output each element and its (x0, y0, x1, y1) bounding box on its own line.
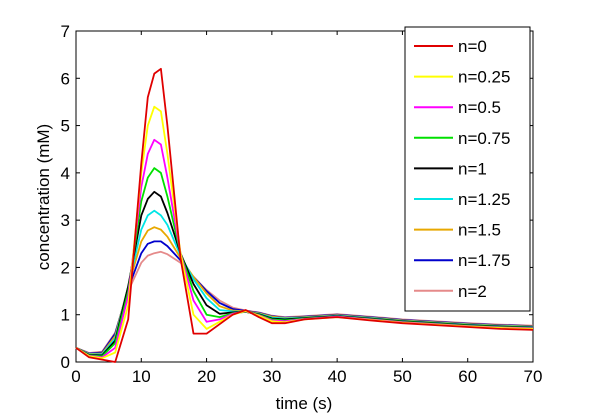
y-tick-label: 4 (61, 164, 70, 183)
legend-label-5: n=1.25 (458, 190, 510, 209)
x-tick-label: 20 (197, 367, 216, 386)
legend-label-8: n=2 (458, 282, 487, 301)
y-tick-label: 1 (61, 306, 70, 325)
y-axis-label: concentration (mM) (34, 124, 53, 270)
x-tick-label: 70 (524, 367, 543, 386)
legend-label-2: n=0.5 (458, 98, 501, 117)
x-axis-label: time (s) (276, 394, 333, 413)
y-tick-label: 0 (61, 353, 70, 372)
y-tick-label: 5 (61, 117, 70, 136)
x-tick-label: 0 (71, 367, 80, 386)
y-tick-label: 3 (61, 211, 70, 230)
axes: 0 10 20 30 40 50 60 70 0 1 2 3 4 5 6 7 (61, 22, 543, 386)
y-tick-label: 2 (61, 258, 70, 277)
legend-label-3: n=0.75 (458, 129, 510, 148)
x-tick-label: 50 (393, 367, 412, 386)
x-tick-label: 10 (132, 367, 151, 386)
y-tick-label: 7 (61, 22, 70, 41)
legend-label-6: n=1.5 (458, 221, 501, 240)
x-tick-label: 60 (458, 367, 477, 386)
legend-label-0: n=0 (458, 37, 487, 56)
x-tick-label: 40 (328, 367, 347, 386)
series-line-0 (75, 67, 534, 363)
legend: n=0 n=0.25 n=0.5 n=0.75 n=1 n=1.25 n=1.5 n=1.75… (404, 26, 531, 312)
series-layer (75, 67, 534, 363)
legend-label-7: n=1.75 (458, 251, 510, 270)
x-tick-label: 30 (262, 367, 281, 386)
y-tick-label: 6 (61, 69, 70, 88)
legend-label-1: n=0.25 (458, 68, 510, 87)
legend-label-4: n=1 (458, 159, 487, 178)
